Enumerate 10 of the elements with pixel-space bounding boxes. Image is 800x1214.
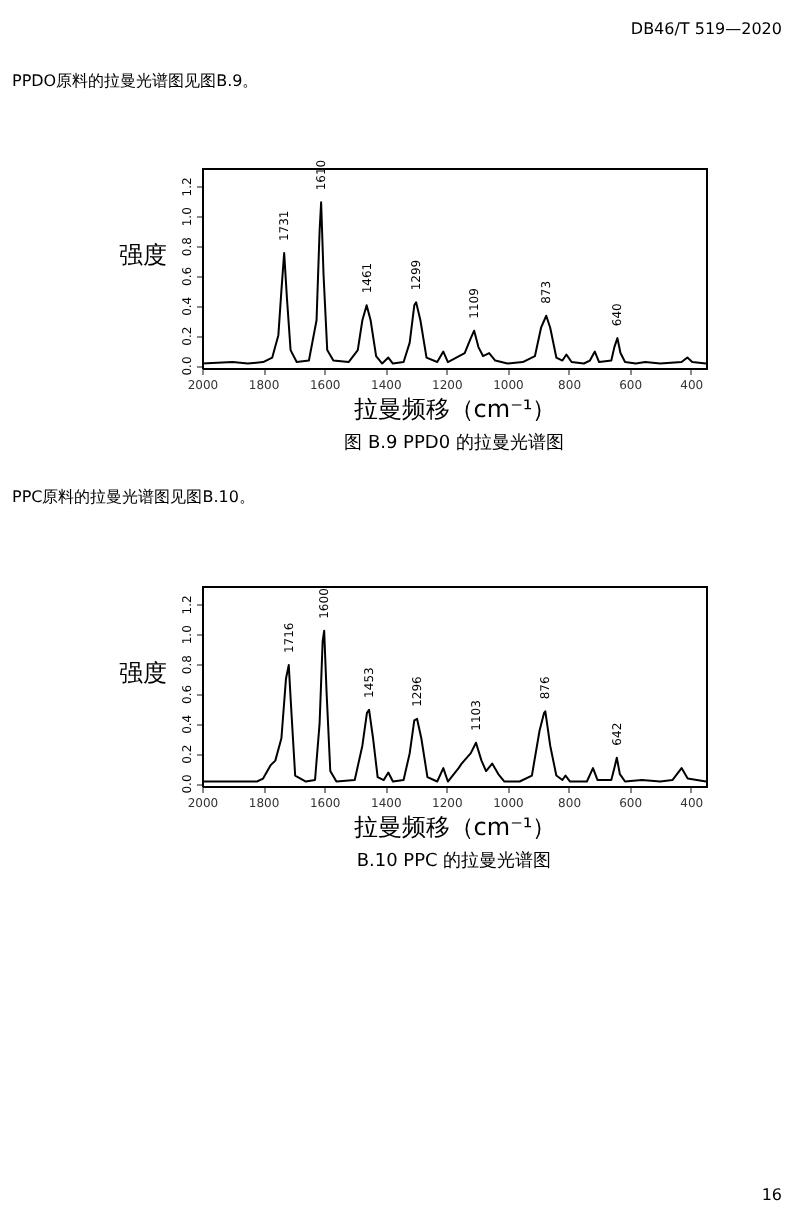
y-axis-title: 强度 bbox=[119, 659, 167, 687]
text: PPDO原料的拉曼光谱图见图B.9。 bbox=[12, 72, 259, 90]
text: PPC原料的拉曼光谱图见图B.10。 bbox=[12, 488, 255, 506]
y-axis-title: 强度 bbox=[119, 241, 167, 269]
text: 图 B.9 PPD0 的拉曼光谱图 bbox=[344, 432, 564, 454]
x-axis-title: 拉曼频移（cm⁻¹） bbox=[353, 395, 557, 423]
x-axis-title: 拉曼频移（cm⁻¹） bbox=[353, 813, 557, 841]
text: DB46/T 519—2020 bbox=[630, 20, 782, 38]
text: 16 bbox=[761, 1186, 782, 1204]
text: B.10 PPC 的拉曼光谱图 bbox=[356, 850, 552, 872]
